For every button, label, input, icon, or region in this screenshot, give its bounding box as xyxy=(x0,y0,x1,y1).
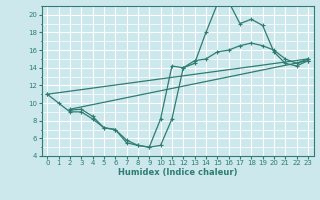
X-axis label: Humidex (Indice chaleur): Humidex (Indice chaleur) xyxy=(118,168,237,177)
